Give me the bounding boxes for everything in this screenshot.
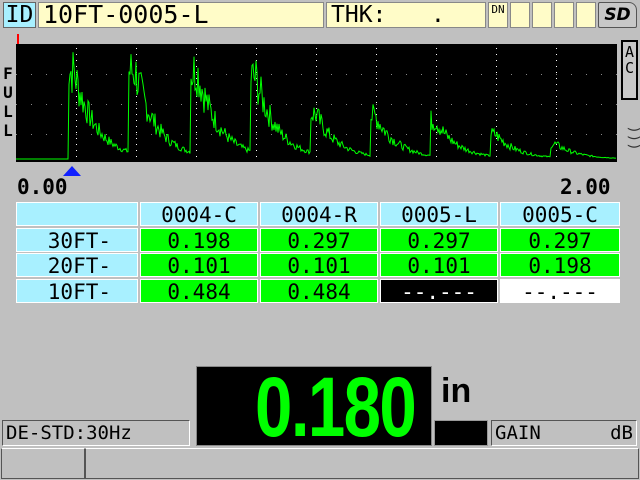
dn-icon: DN <box>488 2 508 28</box>
waveform-trace <box>16 52 617 160</box>
grid-col-header[interactable]: 0005-C <box>500 202 620 227</box>
wireless-icon: ))) <box>625 125 640 151</box>
indicator-box-2 <box>532 2 552 28</box>
thk-label: THK: <box>331 2 387 28</box>
gate-marker-triangle[interactable] <box>63 166 81 176</box>
range-label: FULL <box>3 64 13 140</box>
id-field[interactable]: 10FT-0005-L <box>38 2 324 28</box>
grid-cell[interactable]: 0.297 <box>260 228 378 253</box>
help-bar-message <box>85 448 639 479</box>
grid-cell[interactable]: 0.101 <box>260 253 378 278</box>
indicator-box-4 <box>576 2 596 28</box>
grid-cell[interactable]: 0.198 <box>500 253 620 278</box>
grid-cell[interactable]: 0.198 <box>140 228 258 253</box>
indicator-box-3 <box>554 2 574 28</box>
grid-corner <box>16 202 138 226</box>
thk-value: . <box>431 2 445 28</box>
grid-cell[interactable]: 0.484 <box>140 279 258 304</box>
indicator-box-1 <box>510 2 530 28</box>
grid-cell[interactable]: 0.101 <box>140 253 258 278</box>
grid-cell[interactable]: 0.101 <box>380 253 498 278</box>
grid-cell[interactable]: 0.297 <box>380 228 498 253</box>
grid-cell[interactable]: --.--- <box>380 279 498 304</box>
gain-display[interactable]: GAIN dB <box>491 420 637 446</box>
grid-row-label[interactable]: 10FT- <box>16 279 138 304</box>
grid-cell[interactable]: 0.297 <box>500 228 620 253</box>
grid-cell[interactable]: 0.484 <box>260 279 378 304</box>
grid-col-header[interactable]: 0004-R <box>260 202 378 227</box>
range-end-label: 2.00 <box>560 175 611 199</box>
grid-row-label[interactable]: 30FT- <box>16 228 138 253</box>
grid-row-label[interactable]: 20FT- <box>16 253 138 278</box>
gain-unit: dB <box>610 422 633 444</box>
range-start-label: 0.00 <box>17 175 68 199</box>
reading-value: 0.180 <box>254 360 417 454</box>
transducer-setup[interactable]: DE-STD:30Hz <box>2 420 190 446</box>
help-bar-left <box>1 448 85 479</box>
rectification-mode-indicator: AC <box>621 40 638 100</box>
unit-label: in <box>441 372 472 410</box>
a-scan-waveform <box>16 44 617 162</box>
sd-card-icon: SD <box>598 2 637 28</box>
thickness-reading: 0.180 <box>196 360 432 454</box>
gate-start-marker <box>17 34 19 44</box>
alarm-indicator <box>434 420 488 446</box>
thickness-grid: 0004-C 0004-R 0005-L 0005-C 30FT- 0.198 0.… <box>16 202 620 304</box>
gain-label: GAIN <box>495 422 541 444</box>
thk-field: THK: . <box>326 2 486 28</box>
grid-col-header[interactable]: 0005-L <box>380 202 498 227</box>
grid-col-header[interactable]: 0004-C <box>140 202 258 227</box>
grid-cell[interactable]: --.--- <box>500 279 620 304</box>
id-button[interactable]: ID <box>3 2 36 28</box>
